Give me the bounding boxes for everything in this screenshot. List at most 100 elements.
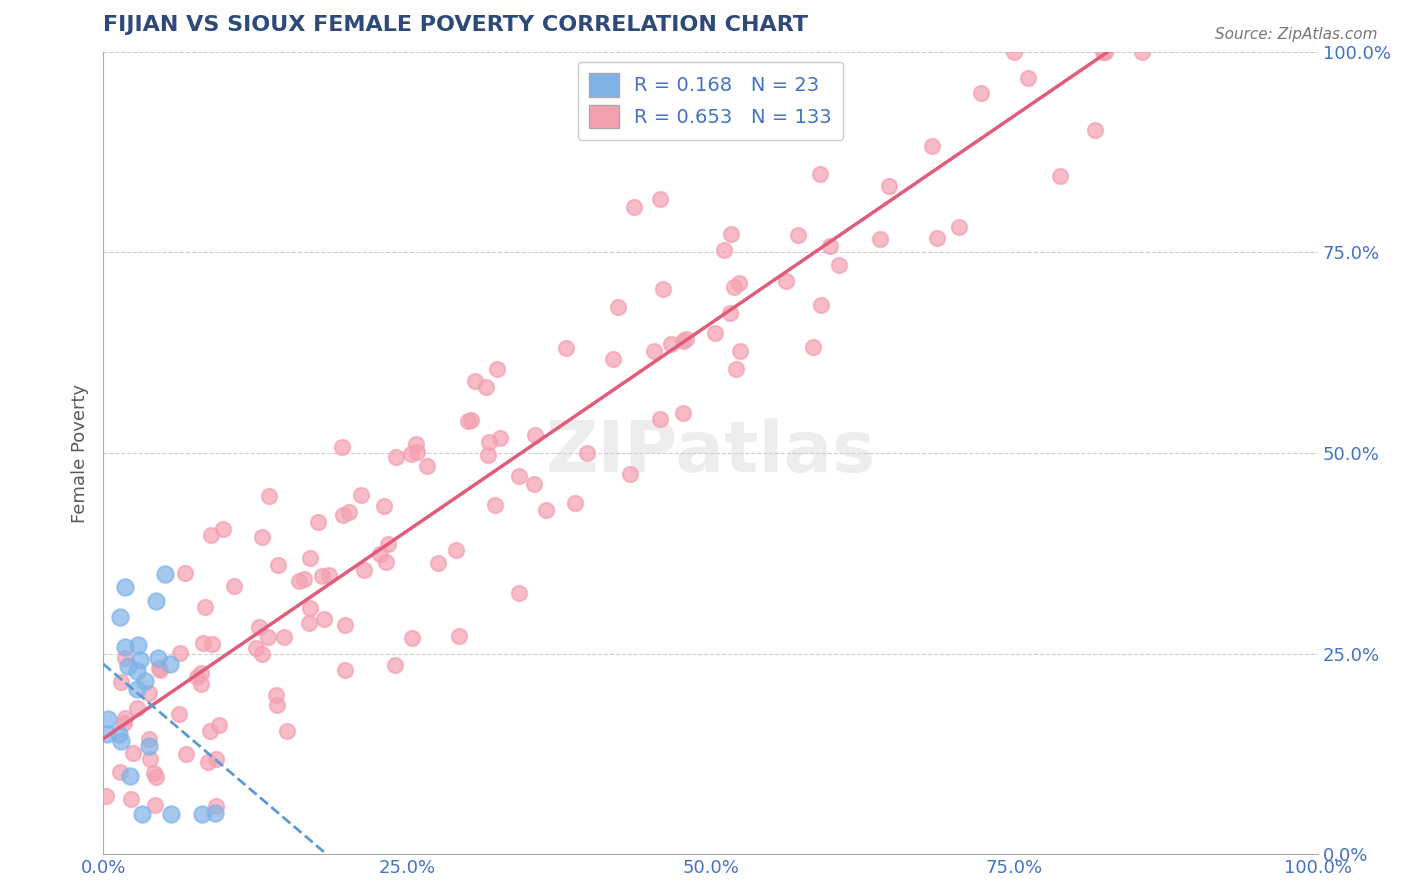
Point	[335, 617, 357, 632]
Point	[190, 665, 212, 680]
Point	[464, 375, 486, 389]
Point	[205, 798, 228, 813]
Point	[801, 340, 824, 354]
Point	[299, 551, 322, 566]
Point	[650, 192, 672, 206]
Point	[921, 139, 943, 153]
Point	[276, 723, 298, 738]
Point	[332, 508, 354, 523]
Point	[1094, 45, 1116, 59]
Point	[350, 488, 373, 502]
Point	[723, 279, 745, 293]
Point	[117, 659, 139, 673]
Point	[810, 298, 832, 312]
Point	[368, 547, 391, 561]
Point	[460, 413, 482, 427]
Point	[145, 770, 167, 784]
Point	[607, 300, 630, 314]
Point	[623, 200, 645, 214]
Point	[333, 664, 356, 678]
Point	[523, 477, 546, 491]
Point	[486, 362, 509, 376]
Text: Source: ZipAtlas.com: Source: ZipAtlas.com	[1215, 27, 1378, 42]
Point	[211, 522, 233, 536]
Point	[375, 555, 398, 569]
Point	[330, 440, 353, 454]
Point	[224, 579, 246, 593]
Point	[1002, 45, 1025, 59]
Point	[534, 503, 557, 517]
Point	[948, 219, 970, 234]
Point	[576, 446, 599, 460]
Point	[193, 636, 215, 650]
Point	[198, 724, 221, 739]
Point	[619, 467, 641, 482]
Point	[718, 306, 741, 320]
Point	[299, 600, 322, 615]
Point	[724, 362, 747, 376]
Point	[828, 258, 851, 272]
Text: ZIPatlas: ZIPatlas	[546, 418, 876, 488]
Point	[523, 428, 546, 442]
Point	[138, 752, 160, 766]
Point	[457, 414, 479, 428]
Point	[713, 243, 735, 257]
Point	[488, 431, 510, 445]
Point	[257, 630, 280, 644]
Point	[197, 755, 219, 769]
Point	[159, 657, 181, 671]
Point	[651, 282, 673, 296]
Point	[173, 566, 195, 581]
Point	[125, 681, 148, 696]
Point	[337, 505, 360, 519]
Point	[426, 556, 449, 570]
Point	[194, 600, 217, 615]
Point	[127, 638, 149, 652]
Point	[405, 445, 427, 459]
Point	[264, 688, 287, 702]
Point	[672, 406, 695, 420]
Point	[377, 537, 399, 551]
Point	[508, 469, 530, 483]
Point	[675, 332, 697, 346]
Point	[818, 239, 841, 253]
Point	[720, 227, 742, 241]
Point	[148, 660, 170, 674]
Point	[401, 447, 423, 461]
Point	[484, 498, 506, 512]
Point	[114, 711, 136, 725]
Point	[110, 610, 132, 624]
Point	[1017, 71, 1039, 86]
Point	[273, 631, 295, 645]
Point	[1092, 45, 1115, 59]
Point	[266, 698, 288, 712]
Point	[190, 807, 212, 822]
Point	[153, 567, 176, 582]
Point	[292, 572, 315, 586]
Point	[659, 337, 682, 351]
Point	[208, 717, 231, 731]
Point	[927, 231, 949, 245]
Point	[444, 542, 467, 557]
Point	[288, 574, 311, 588]
Point	[775, 274, 797, 288]
Point	[118, 769, 141, 783]
Point	[728, 344, 751, 359]
Point	[1130, 45, 1153, 59]
Point	[120, 792, 142, 806]
Point	[808, 167, 831, 181]
Point	[110, 734, 132, 748]
Point	[643, 343, 665, 358]
Point	[127, 665, 149, 679]
Point	[602, 351, 624, 366]
Point	[554, 342, 576, 356]
Point	[508, 586, 530, 600]
Point	[114, 580, 136, 594]
Point	[478, 434, 501, 449]
Point	[416, 458, 439, 473]
Point	[121, 746, 143, 760]
Point	[148, 651, 170, 665]
Point	[114, 651, 136, 665]
Point	[94, 789, 117, 803]
Point	[385, 450, 408, 464]
